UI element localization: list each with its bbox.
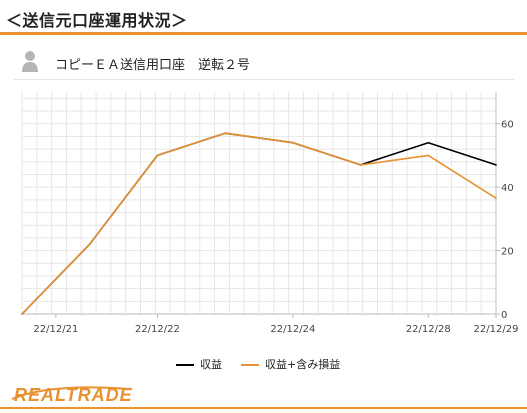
data-point	[427, 154, 430, 157]
data-point	[359, 164, 362, 166]
realtrade-logo: REALTRADE	[11, 385, 133, 405]
series-line-1	[21, 132, 497, 315]
x-tick-label: 22/12/21	[33, 324, 78, 335]
data-point	[495, 197, 497, 200]
data-point	[21, 313, 23, 315]
x-tick-label: 22/12/29	[474, 324, 519, 335]
account-divider	[14, 79, 514, 80]
data-point	[427, 141, 430, 144]
chart-legend: 収益 収益+含み損益	[0, 357, 527, 373]
x-tick-label: 22/12/28	[406, 324, 451, 335]
account-row: コピーＥＡ送信用口座 逆転２号	[0, 44, 527, 76]
data-point	[495, 164, 497, 166]
logo-text: REALTRADE	[14, 385, 133, 405]
data-point	[224, 132, 226, 135]
legend-swatch-profit-unrealized	[241, 364, 259, 366]
y-tick-label: 20	[501, 247, 514, 258]
x-tick-label: 22/12/22	[135, 324, 180, 335]
y-tick-label: 60	[501, 120, 514, 131]
legend-label-profit: 収益	[200, 358, 222, 371]
page-title: ＜送信元口座運用状況＞	[6, 11, 188, 30]
profit-line-chart: 0 20 40 60 22/12/21 22/12/22 22/12/24 22/12/28 2…	[21, 92, 519, 335]
header-divider	[0, 32, 527, 35]
legend-label-profit-unrealized: 収益+含み損益	[265, 358, 341, 371]
y-tick-label: 40	[501, 183, 514, 194]
user-avatar-icon	[22, 51, 38, 72]
footer-divider	[0, 407, 527, 409]
y-tick-label: 0	[501, 310, 507, 321]
x-tick-label: 22/12/24	[270, 324, 315, 335]
data-point	[292, 141, 294, 144]
legend-swatch-profit	[176, 364, 194, 366]
data-point	[156, 154, 159, 157]
data-point	[88, 243, 91, 246]
account-name: コピーＥＡ送信用口座 逆転２号	[55, 58, 251, 73]
